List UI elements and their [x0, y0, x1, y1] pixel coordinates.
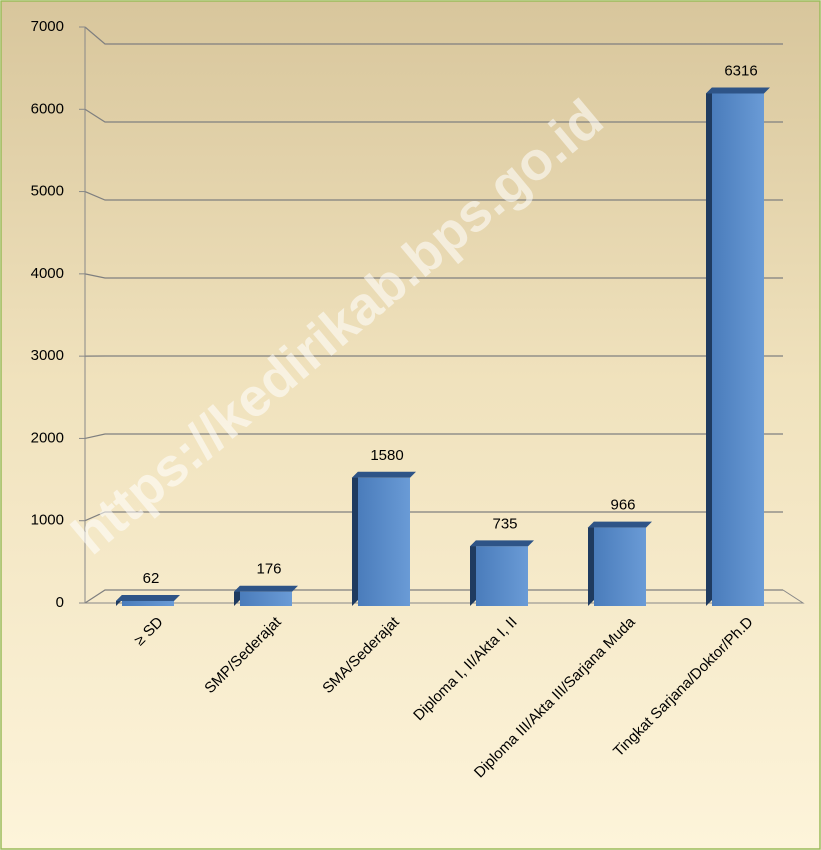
y-tick-label: 3000: [31, 347, 64, 364]
grid-line: [84, 26, 783, 45]
bar: [122, 600, 174, 606]
bar-side: [352, 471, 358, 606]
grid-line: [84, 589, 783, 604]
bar: [712, 93, 764, 607]
bar-top: [116, 594, 180, 601]
bar: [358, 477, 410, 606]
data-label: 966: [610, 497, 635, 514]
bar-side: [470, 540, 476, 606]
data-label: 176: [256, 561, 281, 578]
floor: [85, 589, 805, 604]
y-tick-label: 0: [56, 594, 64, 611]
bar-side: [706, 87, 712, 607]
grid-line: [84, 191, 783, 201]
y-tick-label: 1000: [31, 512, 64, 529]
bar: [594, 527, 646, 606]
bar-top: [352, 471, 416, 478]
bar-side: [588, 521, 594, 606]
y-tick-label: 5000: [31, 183, 64, 200]
bar-top: [234, 585, 298, 592]
grid-line: [84, 511, 783, 522]
data-label: 62: [143, 570, 160, 587]
grid-line: [84, 273, 783, 279]
y-tick-label: 6000: [31, 100, 64, 117]
data-label: 1580: [370, 447, 403, 464]
bar-top: [588, 521, 652, 528]
y-tick-label: 7000: [31, 18, 64, 35]
grid-line: [84, 108, 783, 123]
bar: [240, 591, 292, 606]
y-tick-label: 4000: [31, 265, 64, 282]
data-label: 6316: [724, 62, 757, 79]
bar-top: [470, 540, 534, 547]
grid-line: [84, 433, 783, 440]
bar: [476, 546, 528, 606]
bar-top: [706, 87, 770, 94]
y-tick-label: 2000: [31, 429, 64, 446]
data-label: 735: [492, 515, 517, 532]
